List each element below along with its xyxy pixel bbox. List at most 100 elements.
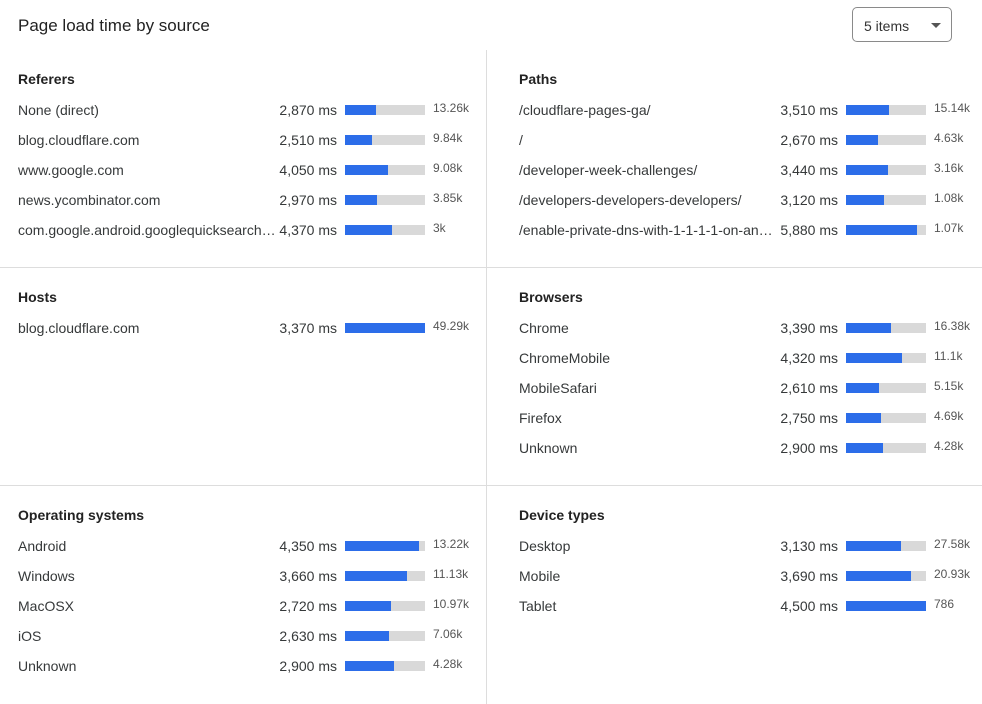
bar-fill bbox=[846, 353, 902, 363]
list-item[interactable]: Unknown 2,900 ms 4.28k bbox=[18, 657, 488, 678]
bar-track bbox=[345, 195, 425, 205]
request-count: 11.13k bbox=[433, 567, 469, 581]
load-time: 2,870 ms bbox=[279, 102, 337, 118]
request-count: 4.69k bbox=[934, 409, 964, 423]
bar-fill bbox=[846, 413, 882, 423]
panel-title: Device types bbox=[519, 507, 605, 523]
load-time: 3,130 ms bbox=[780, 538, 838, 554]
bar-track bbox=[345, 323, 425, 333]
item-name: Android bbox=[18, 538, 67, 554]
page-title: Page load time by source bbox=[18, 16, 210, 35]
request-count: 5.15k bbox=[934, 379, 964, 393]
load-time: 2,720 ms bbox=[279, 598, 337, 614]
load-time: 4,050 ms bbox=[279, 162, 337, 178]
load-time: 3,390 ms bbox=[780, 320, 838, 336]
panel-paths: Paths /cloudflare-pages-ga/ 3,510 ms 15.… bbox=[486, 50, 972, 268]
list-item[interactable]: /enable-private-dns-with-1-1-1-1-on-andr… bbox=[519, 221, 982, 242]
list-item[interactable]: iOS 2,630 ms 7.06k bbox=[18, 627, 488, 648]
bar-track bbox=[846, 165, 926, 175]
request-count: 49.29k bbox=[433, 319, 470, 333]
load-time: 3,510 ms bbox=[780, 102, 838, 118]
request-count: 4.63k bbox=[934, 131, 964, 145]
request-count: 20.93k bbox=[934, 567, 971, 581]
list-item[interactable]: com.google.android.googlequicksearchbox … bbox=[18, 221, 488, 242]
load-time: 3,660 ms bbox=[279, 568, 337, 584]
item-name: /cloudflare-pages-ga/ bbox=[519, 102, 651, 118]
load-time: 2,900 ms bbox=[279, 658, 337, 674]
list-item[interactable]: / 2,670 ms 4.63k bbox=[519, 131, 982, 152]
bar-track bbox=[345, 631, 425, 641]
item-name: Firefox bbox=[519, 410, 562, 426]
bar-track bbox=[345, 165, 425, 175]
item-name: ChromeMobile bbox=[519, 350, 611, 366]
chevron-down-icon bbox=[931, 23, 941, 28]
list-item[interactable]: /developers-developers-developers/ 3,120… bbox=[519, 191, 982, 212]
list-item[interactable]: blog.cloudflare.com 2,510 ms 9.84k bbox=[18, 131, 488, 152]
bar-fill bbox=[345, 541, 420, 551]
item-name: /enable-private-dns-with-1-1-1-1-on-andr… bbox=[519, 222, 777, 238]
request-count: 786 bbox=[934, 597, 955, 611]
list-item[interactable]: MacOSX 2,720 ms 10.97k bbox=[18, 597, 488, 618]
bar-fill bbox=[846, 225, 918, 235]
divider bbox=[0, 267, 982, 268]
item-name: MacOSX bbox=[18, 598, 75, 614]
request-count: 27.58k bbox=[934, 537, 971, 551]
item-name: /developer-week-challenges/ bbox=[519, 162, 698, 178]
list-item[interactable]: /developer-week-challenges/ 3,440 ms 3.1… bbox=[519, 161, 982, 182]
bar-track bbox=[846, 323, 926, 333]
request-count: 1.07k bbox=[934, 221, 964, 235]
bar-track bbox=[345, 225, 425, 235]
item-name: None (direct) bbox=[18, 102, 99, 118]
list-item[interactable]: MobileSafari 2,610 ms 5.15k bbox=[519, 379, 982, 400]
bar-fill bbox=[846, 135, 878, 145]
bar-track bbox=[345, 135, 425, 145]
bar-track bbox=[846, 601, 926, 611]
bar-track bbox=[846, 541, 926, 551]
bar-track bbox=[846, 105, 926, 115]
bar-fill bbox=[345, 601, 392, 611]
request-count: 3.85k bbox=[433, 191, 463, 205]
load-time: 2,900 ms bbox=[780, 440, 838, 456]
list-item[interactable]: ChromeMobile 4,320 ms 11.1k bbox=[519, 349, 982, 370]
list-item[interactable]: Windows 3,660 ms 11.13k bbox=[18, 567, 488, 588]
panel-device-types: Device types Desktop 3,130 ms 27.58k Mob… bbox=[486, 486, 972, 704]
list-item[interactable]: Desktop 3,130 ms 27.58k bbox=[519, 537, 982, 558]
list-item[interactable]: Mobile 3,690 ms 20.93k bbox=[519, 567, 982, 588]
item-name: Unknown bbox=[519, 440, 578, 456]
bar-track bbox=[345, 601, 425, 611]
list-item[interactable]: news.ycombinator.com 2,970 ms 3.85k bbox=[18, 191, 488, 212]
load-time: 2,510 ms bbox=[279, 132, 337, 148]
bar-track bbox=[345, 105, 425, 115]
item-name: Windows bbox=[18, 568, 75, 584]
item-name: iOS bbox=[18, 628, 42, 644]
bar-fill bbox=[345, 323, 425, 333]
load-time: 4,320 ms bbox=[780, 350, 838, 366]
load-time: 4,500 ms bbox=[780, 598, 838, 614]
list-item[interactable]: blog.cloudflare.com 3,370 ms 49.29k bbox=[18, 319, 488, 340]
list-item[interactable]: None (direct) 2,870 ms 13.26k bbox=[18, 101, 488, 122]
item-name: MobileSafari bbox=[519, 380, 597, 396]
list-item[interactable]: Android 4,350 ms 13.22k bbox=[18, 537, 488, 558]
panel-title: Operating systems bbox=[18, 507, 145, 523]
items-count-select[interactable]: 5 items bbox=[852, 7, 952, 42]
bar-track bbox=[846, 383, 926, 393]
panel-referers: Referers None (direct) 2,870 ms 13.26k b… bbox=[0, 50, 486, 268]
request-count: 3.16k bbox=[934, 161, 964, 175]
bar-fill bbox=[846, 383, 879, 393]
list-item[interactable]: Firefox 2,750 ms 4.69k bbox=[519, 409, 982, 430]
bar-fill bbox=[345, 165, 389, 175]
list-item[interactable]: /cloudflare-pages-ga/ 3,510 ms 15.14k bbox=[519, 101, 982, 122]
request-count: 16.38k bbox=[934, 319, 971, 333]
list-item[interactable]: www.google.com 4,050 ms 9.08k bbox=[18, 161, 488, 182]
request-count: 13.22k bbox=[433, 537, 470, 551]
list-item[interactable]: Chrome 3,390 ms 16.38k bbox=[519, 319, 982, 340]
request-count: 7.06k bbox=[433, 627, 463, 641]
list-item[interactable]: Tablet 4,500 ms 786 bbox=[519, 597, 982, 618]
load-time: 2,630 ms bbox=[279, 628, 337, 644]
item-name: news.ycombinator.com bbox=[18, 192, 161, 208]
request-count: 13.26k bbox=[433, 101, 470, 115]
panel-title: Browsers bbox=[519, 289, 583, 305]
list-item[interactable]: Unknown 2,900 ms 4.28k bbox=[519, 439, 982, 460]
load-time: 3,690 ms bbox=[780, 568, 838, 584]
bar-track bbox=[345, 571, 425, 581]
